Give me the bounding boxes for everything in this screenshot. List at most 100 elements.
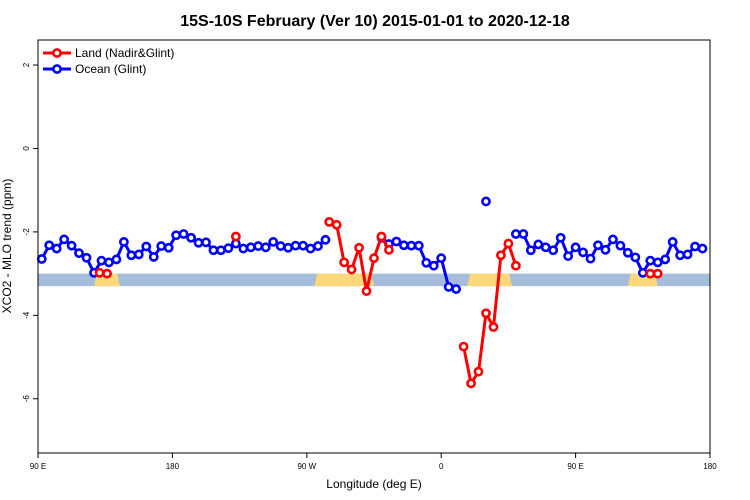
data-point	[171, 230, 182, 241]
y-tick-label: -6	[22, 395, 31, 403]
data-point	[216, 245, 226, 256]
legend-label: Land (Nadir&Glint)	[75, 46, 174, 60]
data-point	[510, 260, 521, 271]
land-band	[314, 273, 374, 287]
data-point	[156, 241, 167, 251]
data-point	[118, 237, 129, 247]
data-point	[667, 237, 678, 247]
y-axis: 2 0 -2 -4 -6	[22, 62, 38, 402]
y-tick-label: 0	[22, 146, 31, 151]
data-point	[384, 244, 394, 255]
data-point	[436, 253, 447, 264]
data-point	[324, 216, 335, 227]
data-point	[660, 254, 671, 265]
data-point	[555, 232, 566, 243]
x-tick-label: 90 E	[567, 462, 583, 471]
data-point	[96, 255, 107, 266]
data-point	[488, 322, 499, 332]
data-point	[305, 243, 316, 254]
data-point	[540, 242, 551, 253]
data-point	[600, 244, 611, 255]
data-point	[260, 242, 271, 253]
data-point	[320, 234, 331, 245]
series-land-nadir-glint-	[94, 216, 663, 389]
data-point	[637, 267, 648, 278]
data-point	[570, 242, 581, 253]
data-point	[428, 260, 439, 271]
data-point	[697, 243, 708, 254]
data-point	[354, 242, 364, 253]
data-point	[391, 236, 402, 247]
data-point	[652, 257, 663, 268]
data-point	[290, 240, 301, 251]
data-point	[283, 242, 294, 253]
data-point	[245, 242, 256, 253]
data-point	[585, 253, 596, 264]
data-point	[443, 282, 454, 292]
data-point	[201, 237, 211, 248]
data-point	[690, 241, 700, 252]
data-point	[413, 240, 424, 251]
data-point	[74, 248, 84, 259]
plot-area	[36, 196, 710, 389]
legend-swatch-marker	[52, 48, 62, 58]
land-band	[467, 273, 513, 287]
data-point	[44, 240, 55, 251]
data-point	[608, 234, 618, 245]
data-point	[238, 243, 249, 254]
data-point	[630, 252, 641, 263]
data-point	[451, 284, 462, 294]
data-point	[652, 268, 663, 279]
data-point	[339, 257, 350, 268]
data-point	[622, 247, 633, 258]
data-point	[36, 254, 47, 264]
data-point	[421, 257, 432, 268]
data-point	[59, 234, 70, 245]
data-point	[645, 268, 656, 279]
legend-item: Land (Nadir&Glint)	[43, 46, 174, 60]
data-point	[133, 249, 144, 260]
legend: Land (Nadir&Glint) Ocean (Glint)	[43, 46, 174, 76]
legend-label: Ocean (Glint)	[75, 62, 146, 76]
data-point	[331, 219, 342, 230]
y-axis-label: XCO2 - MLO trend (ppm)	[0, 179, 14, 314]
data-point	[615, 240, 626, 251]
data-point	[481, 196, 491, 207]
data-point	[51, 243, 62, 254]
x-tick-label: 180	[166, 462, 180, 471]
data-point	[361, 286, 372, 297]
x-tick-label: 180	[703, 462, 717, 471]
series-ocean-glint-	[36, 196, 708, 294]
x-tick-label: 0	[439, 462, 444, 471]
data-point	[518, 229, 529, 239]
data-point	[525, 245, 536, 256]
data-point	[503, 238, 514, 249]
data-point	[675, 250, 686, 261]
data-point	[148, 252, 159, 262]
data-point	[398, 240, 409, 251]
data-point	[313, 241, 323, 251]
y-tick-label: -4	[22, 311, 31, 319]
data-point	[141, 241, 152, 252]
data-point	[548, 245, 559, 256]
data-point	[458, 341, 469, 352]
data-point	[66, 240, 77, 251]
data-point	[193, 237, 204, 248]
data-point	[111, 254, 122, 265]
x-tick-label: 90 E	[30, 462, 46, 471]
data-point	[510, 229, 521, 239]
data-point	[466, 378, 476, 389]
data-point	[104, 257, 114, 268]
data-point	[369, 253, 379, 264]
y-tick-label: 2	[22, 62, 31, 67]
legend-swatch-marker	[52, 64, 62, 74]
plot-frame	[37, 39, 711, 454]
data-point	[126, 250, 137, 261]
x-axis: 90 E 180 90 W 0 90 E 180	[30, 453, 717, 471]
legend-item: Ocean (Glint)	[43, 62, 146, 76]
data-point	[178, 229, 189, 239]
data-point	[223, 243, 234, 254]
data-point	[230, 231, 241, 242]
data-point	[578, 247, 588, 258]
